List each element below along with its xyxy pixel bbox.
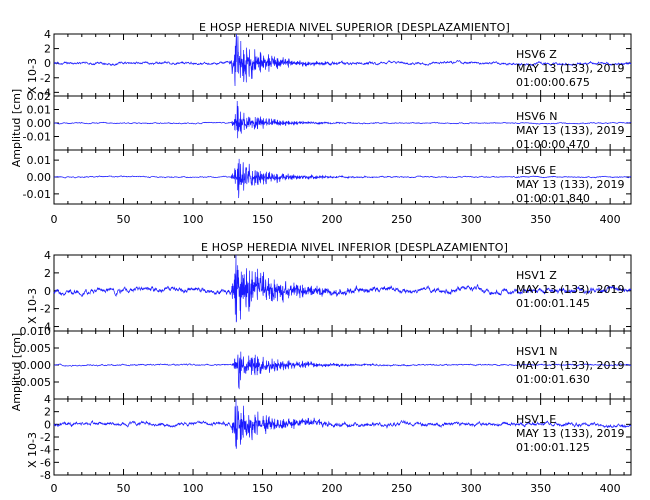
- time-label: 01:00:01.125: [516, 441, 590, 454]
- y-tick-label: 4: [44, 249, 51, 262]
- y-tick-label: 0.010: [20, 325, 52, 338]
- y-tick-label: 0.02: [27, 90, 52, 103]
- y-tick-label: -0.01: [23, 131, 51, 144]
- y-tick-label: -6: [40, 456, 51, 469]
- y-tick-label: 2: [44, 406, 51, 419]
- station-label: HSV1 Z: [516, 269, 557, 282]
- time-label: 01:00:00.470: [516, 138, 590, 151]
- time-label: 01:00:01.630: [516, 373, 590, 386]
- x-tick-label: 400: [600, 482, 621, 495]
- y-axis-label: Amplitud [cm]: [10, 89, 23, 167]
- y-tick-label: -0.005: [16, 376, 51, 389]
- x-tick-label: 350: [530, 482, 551, 495]
- waveform-line: [53, 399, 632, 449]
- x-tick-label: 200: [322, 482, 343, 495]
- waveform-line: [53, 254, 632, 323]
- chart-panel-1: E HOSP HEREDIA NIVEL SUPERIOR [DESPLAZAM…: [10, 21, 632, 226]
- y-tick-label: 4: [44, 28, 51, 41]
- x-tick-label: 300: [461, 482, 482, 495]
- x-tick-label: 400: [600, 213, 621, 226]
- date-label: MAY 13 (133), 2019: [516, 124, 624, 137]
- station-label: HSV6 Z: [516, 48, 557, 61]
- time-label: 01:00:01.840: [516, 192, 590, 205]
- x-tick-label: 100: [183, 482, 204, 495]
- date-label: MAY 13 (133), 2019: [516, 62, 624, 75]
- y-tick-label: 0.01: [27, 154, 52, 167]
- x-tick-label: 250: [391, 213, 412, 226]
- x-tick-label: 250: [391, 482, 412, 495]
- time-label: 01:00:01.145: [516, 297, 590, 310]
- station-label: HSV1 E: [516, 413, 556, 426]
- y-tick-label: 0.005: [20, 342, 52, 355]
- y-tick-label: -8: [40, 469, 51, 482]
- waveform-line: [53, 100, 632, 139]
- x-tick-label: 100: [183, 213, 204, 226]
- date-label: MAY 13 (133), 2019: [516, 178, 624, 191]
- waveform-line: [53, 33, 632, 87]
- y-tick-label: -4: [40, 444, 51, 457]
- y-tick-label: 0.00: [27, 171, 52, 184]
- y-tick-label: -2: [40, 431, 51, 444]
- x-tick-label: 0: [51, 213, 58, 226]
- scale-factor-label: X 10-3: [26, 58, 39, 94]
- y-tick-label: 2: [44, 43, 51, 56]
- y-tick-label: 0: [44, 418, 51, 431]
- x-tick-label: 300: [461, 213, 482, 226]
- station-label: HSV6 E: [516, 164, 556, 177]
- time-label: 01:00:00.675: [516, 76, 590, 89]
- waveform-line: [53, 158, 632, 199]
- x-tick-label: 50: [117, 213, 131, 226]
- x-tick-label: 50: [117, 482, 131, 495]
- station-label: HSV6 N: [516, 110, 558, 123]
- chart-panel-2: E HOSP HEREDIA NIVEL INFERIOR [DESPLAZAM…: [10, 241, 632, 495]
- chart-title: E HOSP HEREDIA NIVEL INFERIOR [DESPLAZAM…: [201, 241, 508, 254]
- scale-factor-label: X 10-3: [26, 288, 39, 324]
- y-tick-label: -2: [40, 72, 51, 85]
- y-tick-label: -2: [40, 303, 51, 316]
- y-tick-label: -4: [40, 86, 51, 99]
- chart-title: E HOSP HEREDIA NIVEL SUPERIOR [DESPLAZAM…: [199, 21, 510, 34]
- station-label: HSV1 N: [516, 345, 558, 358]
- y-tick-label: -4: [40, 321, 51, 334]
- waveform-line: [53, 351, 632, 390]
- y-tick-label: 4: [44, 393, 51, 406]
- scale-factor-label: X 10-3: [26, 432, 39, 468]
- y-tick-label: 2: [44, 267, 51, 280]
- y-tick-label: 0.000: [20, 359, 52, 372]
- date-label: MAY 13 (133), 2019: [516, 283, 624, 296]
- y-axis-label: Amplitud [cm]: [10, 333, 23, 411]
- date-label: MAY 13 (133), 2019: [516, 427, 624, 440]
- date-label: MAY 13 (133), 2019: [516, 359, 624, 372]
- x-tick-label: 200: [322, 213, 343, 226]
- x-tick-label: 0: [51, 482, 58, 495]
- y-tick-label: 0.00: [27, 117, 52, 130]
- x-tick-label: 150: [252, 482, 273, 495]
- y-tick-label: -0.01: [23, 188, 51, 201]
- y-tick-label: 0: [44, 285, 51, 298]
- x-tick-label: 350: [530, 213, 551, 226]
- y-tick-label: 0: [44, 57, 51, 70]
- y-tick-label: 0.01: [27, 104, 52, 117]
- x-tick-label: 150: [252, 213, 273, 226]
